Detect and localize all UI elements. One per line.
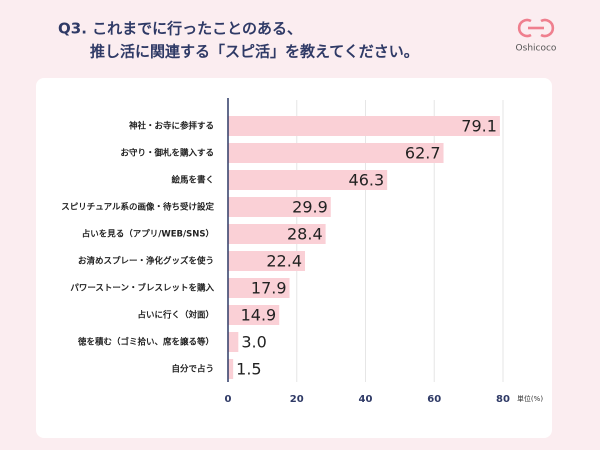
x-tick-label: 40	[359, 394, 373, 405]
value-label: 14.9	[241, 306, 277, 325]
value-label: 1.5	[236, 360, 261, 379]
logo-mark	[517, 18, 532, 38]
y-tick-label: 絵馬を書く	[171, 175, 214, 186]
logo-mark	[540, 18, 555, 38]
value-label: 28.4	[287, 225, 323, 244]
bar	[228, 197, 331, 217]
bar	[228, 143, 444, 163]
x-tick-label: 20	[290, 394, 304, 405]
y-tick-label: スピリチュアル系の画像・待ち受け設定	[61, 202, 214, 213]
y-tick-label: お守り・御札を購入する	[120, 148, 214, 159]
bar	[228, 359, 234, 379]
value-label: 46.3	[349, 171, 385, 190]
x-tick-label: 0	[225, 394, 232, 405]
logo	[517, 18, 555, 38]
chart-title: 推し活に関連する「スピ活」を教えてください。	[90, 43, 419, 61]
bar	[228, 332, 239, 352]
bar	[228, 116, 500, 136]
y-tick-label: 徳を積む（ゴミ拾い、席を譲る等）	[77, 337, 214, 348]
brand: Oshicoco	[516, 44, 557, 54]
y-tick-label: 占いに行く（対面）	[137, 310, 214, 321]
value-label: 22.4	[266, 252, 302, 271]
value-label: 3.0	[241, 333, 266, 352]
y-tick-label: 占いを見る（アプリ/WEB/SNS）	[82, 229, 214, 240]
y-tick-label: 神社・お寺に参拝する	[129, 121, 214, 132]
bar	[228, 170, 388, 190]
y-tick-label: パワーストーン・ブレスレットを購入	[70, 283, 214, 294]
bar	[228, 224, 326, 244]
bar	[228, 278, 290, 298]
y-tick-label: 自分で占う	[171, 364, 214, 375]
chart-title: Q3. これまでに行ったことのある、	[58, 20, 302, 38]
x-tick-label: 60	[427, 394, 441, 405]
unit-label: 単位(%)	[517, 394, 543, 403]
value-label: 17.9	[251, 279, 287, 298]
value-label: 62.7	[405, 144, 441, 163]
bar	[228, 251, 305, 271]
value-label: 29.9	[292, 198, 328, 217]
x-tick-label: 80	[496, 394, 510, 405]
y-tick-label: お清めスプレー・浄化グッズを使う	[78, 256, 214, 267]
value-label: 79.1	[461, 117, 497, 136]
bar	[228, 305, 280, 325]
